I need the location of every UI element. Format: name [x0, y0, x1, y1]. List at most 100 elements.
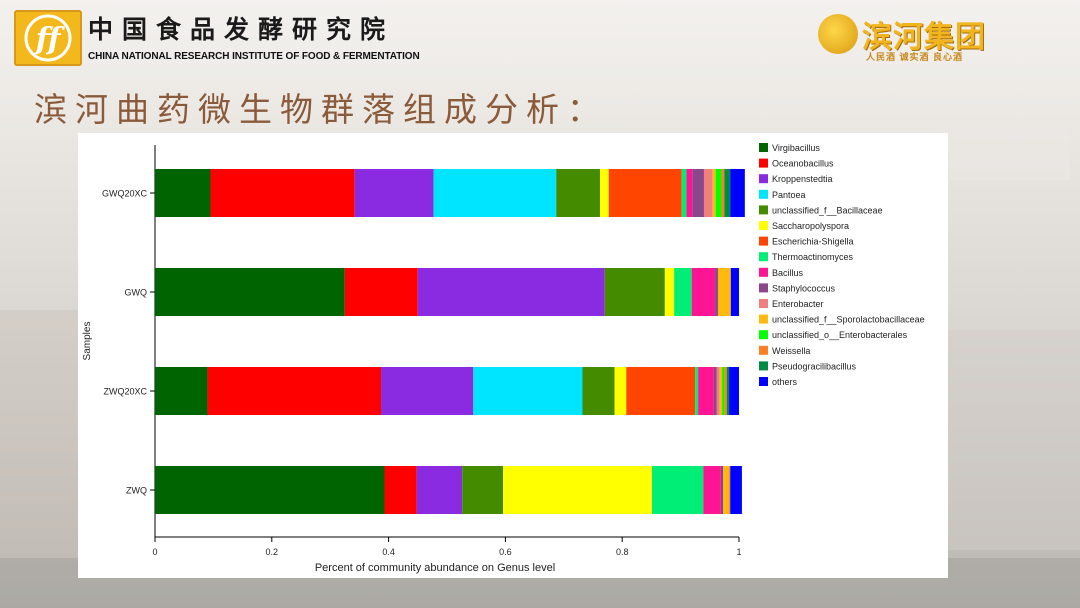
- bar-segment: [716, 367, 720, 415]
- legend-label: unclassified_f__Sporolactobacillaceae: [772, 315, 925, 325]
- y-tick-label: ZWQ20XC: [103, 387, 147, 397]
- background-building-top-right: [950, 120, 1070, 180]
- institute-name-cn: 中国食品发酵研究院: [88, 15, 395, 44]
- legend-label: unclassified_f__Bacillaceae: [772, 205, 883, 215]
- x-tick-label: 0.4: [382, 547, 395, 557]
- bar-segment: [695, 367, 699, 415]
- stacked-bar-chart: GWQ20XC GWQ ZWQ20XC ZWQ 0 0.2 0.4 0.6 0.8 1 Percen…: [82, 143, 925, 574]
- bar-segment: [681, 169, 687, 217]
- legend-label: Virgibacillus: [772, 143, 820, 153]
- legend-swatch: [759, 267, 768, 277]
- legend-label: others: [772, 377, 798, 387]
- bar-segment: [686, 169, 693, 217]
- background-building-right: [945, 330, 1080, 550]
- bar-segment: [417, 268, 605, 316]
- bar-segment: [723, 466, 730, 514]
- bar-segment: [729, 466, 731, 514]
- legend-swatch: [759, 252, 768, 262]
- bar-segment: [381, 367, 474, 415]
- bar-segment: [715, 268, 718, 316]
- bar-segment: [416, 466, 463, 514]
- legend-label: Pantoea: [772, 190, 806, 200]
- bar-segment: [462, 466, 504, 514]
- bar-segment: [582, 367, 615, 415]
- legend-swatch: [759, 345, 768, 355]
- institute-logo: ff: [14, 10, 82, 66]
- legend-label: Escherichia-Shigella: [772, 237, 854, 247]
- legend-swatch: [759, 221, 768, 230]
- institute-name-en: CHINA NATIONAL RESEARCH INSTITUTE OF FOO…: [88, 51, 420, 62]
- brand-swirl-icon: [818, 14, 858, 54]
- bar-segment: [713, 367, 717, 415]
- legend-label: unclassified_o__Enterobacterales: [772, 330, 908, 340]
- bar-segment: [724, 367, 727, 415]
- bar-segment: [715, 169, 722, 217]
- bar-segment: [726, 367, 730, 415]
- bar-segment: [600, 169, 609, 217]
- brand-name: 滨河集团: [862, 20, 986, 55]
- legend-swatch: [759, 299, 768, 308]
- bar-segment: [210, 169, 355, 217]
- legend-swatch: [759, 143, 768, 152]
- bar-segment: [730, 466, 742, 514]
- bar-segment: [207, 367, 382, 415]
- legend-label: Kroppenstedtia: [772, 174, 833, 184]
- bar-segment: [664, 268, 675, 316]
- bar-segment: [698, 367, 714, 415]
- legend-swatch: [759, 205, 768, 215]
- y-tick-label: ZWQ: [126, 486, 147, 496]
- legend-swatch: [759, 377, 768, 386]
- legend-label: Thermoactinomyces: [772, 252, 854, 262]
- y-tick-label: GWQ20XC: [102, 189, 148, 199]
- background-building-left: [0, 310, 80, 560]
- bar-segment: [155, 169, 211, 217]
- x-tick-label: 0.6: [499, 547, 512, 557]
- legend-label: Bacillus: [772, 268, 804, 278]
- legend-swatch: [759, 283, 768, 293]
- legend-label: Pseudogracilibacillus: [772, 361, 857, 371]
- x-axis-label: Percent of community abundance on Genus …: [315, 562, 555, 574]
- bar-segment: [717, 268, 731, 316]
- bar-segment: [604, 268, 665, 316]
- bar-segment: [692, 169, 704, 217]
- bar-segment: [614, 367, 627, 415]
- x-tick-label: 0.2: [266, 547, 279, 557]
- legend-label: Saccharopolyspora: [772, 221, 849, 231]
- bar-segment: [703, 466, 721, 514]
- brand-logo: 滨河集团 人民酒 诚实酒 良心酒: [818, 12, 998, 62]
- bar-segment: [384, 466, 417, 514]
- legend-swatch: [759, 361, 768, 371]
- x-tick-label: 0.8: [616, 547, 629, 557]
- x-tick-label: 1: [736, 547, 741, 557]
- bar-segment: [155, 466, 385, 514]
- legend-swatch: [759, 189, 768, 199]
- legend-label: Oceanobacillus: [772, 159, 834, 169]
- y-tick-label: GWQ: [125, 288, 148, 298]
- bar-segment: [722, 367, 725, 415]
- bar-segment: [626, 367, 696, 415]
- bar-segment: [155, 268, 345, 316]
- y-axis-label: Samples: [82, 322, 93, 361]
- legend-swatch: [759, 158, 768, 168]
- bar-segment: [651, 466, 704, 514]
- x-tick-label: 0: [152, 547, 157, 557]
- bar-segment: [719, 367, 723, 415]
- legend-label: Weissella: [772, 346, 810, 356]
- bar-segment: [712, 169, 716, 217]
- bar-segment: [556, 169, 601, 217]
- bar-segment: [155, 367, 208, 415]
- bar-segment: [433, 169, 557, 217]
- bar-segment: [724, 169, 731, 217]
- bar-segment: [473, 367, 583, 415]
- bar-segment: [730, 268, 739, 316]
- bar-segment: [703, 169, 713, 217]
- legend-swatch: [759, 174, 768, 184]
- bar-segment: [503, 466, 652, 514]
- legend-swatch: [759, 330, 768, 340]
- bar-segment: [730, 169, 745, 217]
- bar-segment: [608, 169, 682, 217]
- logo-letters: ff: [34, 22, 66, 57]
- bar-segment: [721, 169, 725, 217]
- bar-segment: [354, 169, 434, 217]
- legend-label: Enterobacter: [772, 299, 824, 309]
